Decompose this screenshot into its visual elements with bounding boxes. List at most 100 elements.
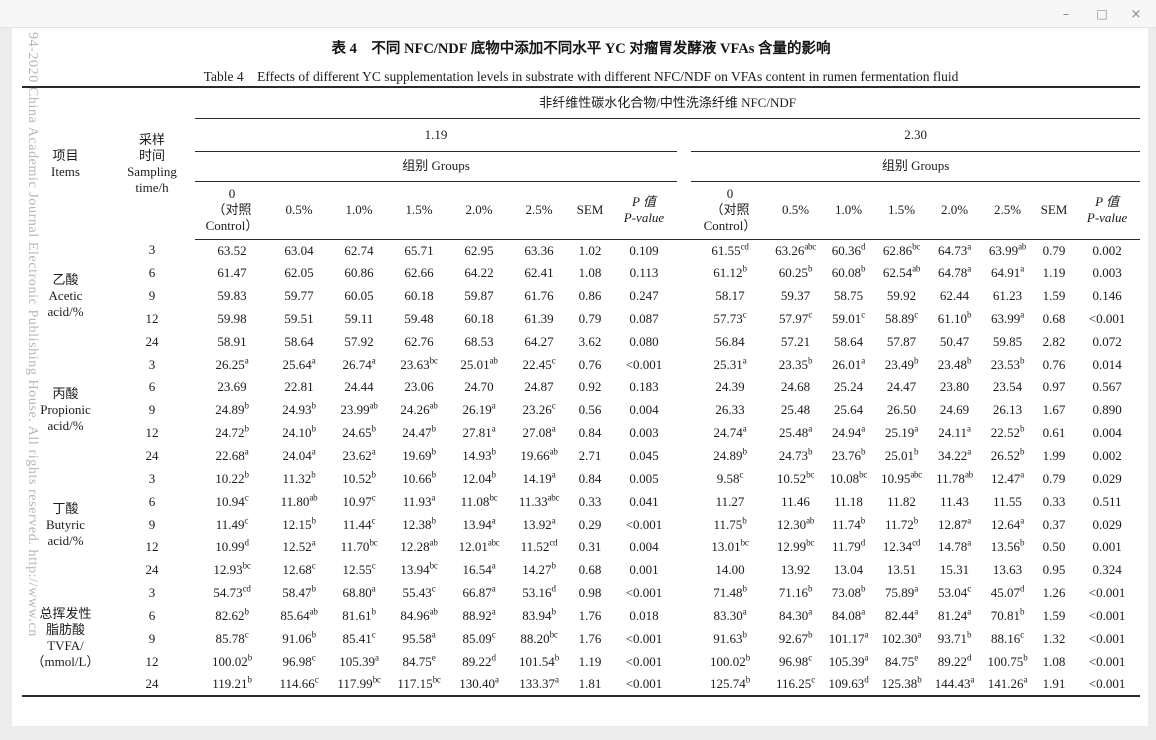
- table-row: 6 61.47 62.05 60.86 62.66 64.22 62.41 1.08 0.113…: [22, 262, 1140, 285]
- sampling-time-cell: 3: [148, 356, 156, 372]
- value-cell: 25.48: [780, 402, 811, 418]
- value-cell: 24.39: [715, 379, 745, 395]
- value-cell: 9.58c: [716, 469, 744, 486]
- table-row: 12 10.99d 12.52a 11.70bc 12.28ab 12.01abc 11.5…: [22, 536, 1140, 559]
- value-cell: 0.087: [629, 310, 659, 326]
- value-cell: 0.567: [1092, 379, 1122, 395]
- value-cell: 88.16c: [991, 629, 1024, 646]
- value-cell: 11.33abc: [518, 492, 560, 509]
- value-cell: 11.49c: [215, 515, 249, 532]
- value-cell: 11.79d: [832, 538, 865, 555]
- value-cell: 10.52bc: [776, 469, 815, 486]
- value-cell: 12.30ab: [776, 515, 815, 532]
- value-cell: 62.54ab: [882, 263, 921, 281]
- value-cell: 57.87: [886, 333, 917, 349]
- spacer-cell: [677, 399, 691, 422]
- column-header: 0 （对照 Control）: [195, 181, 269, 240]
- sampling-time-cell: 6: [148, 265, 156, 281]
- vfa-table: 项目 Items 采样 时间 Sampling time/h 非纤维性碳水化合物/中性洗涤纤…: [22, 86, 1141, 697]
- value-cell: 12.64a: [991, 515, 1024, 532]
- value-cell: 64.22: [464, 265, 494, 281]
- value-cell: 14.27b: [522, 560, 556, 578]
- value-cell: 25.19a: [885, 423, 918, 441]
- value-cell: 0.31: [578, 539, 602, 555]
- value-cell: 65.71: [404, 242, 434, 258]
- value-cell: 64.78a: [938, 263, 971, 281]
- sampling-time-cell: 24: [145, 562, 159, 578]
- value-cell: 144.43a: [934, 674, 975, 691]
- value-cell: 0.68: [1042, 310, 1066, 326]
- spacer-cell: [677, 422, 691, 445]
- value-cell: 59.48: [404, 310, 434, 326]
- value-cell: 0.018: [629, 607, 659, 623]
- value-cell: 59.92: [886, 288, 917, 304]
- value-cell: 24.04a: [282, 446, 316, 464]
- value-cell: 12.01abc: [458, 538, 500, 555]
- value-cell: 1.02: [578, 242, 602, 258]
- value-cell: 0.61: [1042, 425, 1066, 441]
- spacer-cell: [677, 513, 691, 536]
- minimize-button[interactable]: –: [1048, 0, 1084, 28]
- item-label-cell: 总挥发性 脂肪酸 TVFA/（mmol/L）: [31, 606, 100, 670]
- value-cell: 10.08bc: [829, 469, 868, 486]
- value-cell: 14.19a: [522, 469, 556, 486]
- value-cell: 109.63d: [828, 674, 869, 691]
- sampling-time-cell: 3: [148, 585, 156, 601]
- spacer-cell: [677, 445, 691, 468]
- column-header: 1.0%: [822, 181, 875, 240]
- value-cell: 25.64a: [282, 355, 316, 372]
- column-header: 2.5%: [981, 181, 1034, 240]
- value-cell: 24.89b: [713, 446, 747, 464]
- value-cell: 23.69: [217, 379, 247, 395]
- table-row: 24 22.68a 24.04a 23.62a 19.69b 14.93b 19.66ab 2…: [22, 445, 1140, 468]
- value-cell: 0.79: [1042, 470, 1066, 486]
- value-cell: 62.41: [524, 265, 554, 281]
- value-cell: 24.73b: [778, 446, 813, 464]
- value-cell: 13.94bc: [400, 560, 438, 578]
- value-cell: 1.91: [1042, 675, 1066, 691]
- value-cell: 53.04c: [938, 583, 971, 601]
- value-cell: 0.33: [1042, 493, 1066, 509]
- value-cell: 58.17: [715, 288, 745, 304]
- column-header: 0 （对照 Control）: [691, 181, 769, 240]
- value-cell: 23.53b: [990, 355, 1025, 372]
- groups-header: 组别 Groups: [691, 151, 1141, 182]
- value-cell: 133.37a: [519, 674, 559, 691]
- maximize-button[interactable]: □: [1084, 0, 1120, 28]
- value-cell: 13.04: [833, 562, 864, 578]
- value-cell: 11.80ab: [280, 492, 318, 509]
- column-header: 2.5%: [509, 181, 569, 240]
- value-cell: 88.92a: [462, 606, 496, 623]
- sampling-time-cell: 9: [148, 402, 156, 418]
- value-cell: 24.65b: [342, 423, 376, 441]
- spacer-cell: [677, 650, 691, 673]
- value-cell: 2.82: [1042, 333, 1066, 349]
- value-cell: 23.54: [992, 379, 1023, 395]
- value-cell: 62.86bc: [882, 241, 921, 258]
- value-cell: 0.511: [1092, 493, 1122, 509]
- column-header: 0.5%: [769, 181, 822, 240]
- value-cell: 63.04: [284, 242, 314, 258]
- spacer-cell: [677, 467, 691, 490]
- value-cell: 60.25b: [778, 263, 813, 281]
- value-cell: 89.22d: [462, 652, 496, 669]
- value-cell: 11.44c: [342, 515, 376, 532]
- value-cell: 10.97c: [342, 492, 376, 509]
- value-cell: 11.08bc: [460, 492, 498, 509]
- value-cell: 100.75b: [987, 652, 1028, 669]
- value-cell: 61.55cd: [711, 241, 749, 258]
- value-cell: 19.66ab: [520, 446, 558, 464]
- value-cell: 0.324: [1092, 562, 1122, 578]
- value-cell: 10.52b: [342, 469, 376, 486]
- value-cell: 14.00: [715, 562, 745, 578]
- value-cell: 11.75b: [713, 515, 747, 532]
- value-cell: 0.003: [629, 425, 659, 441]
- close-button[interactable]: ×: [1118, 0, 1154, 28]
- spacer-cell: [677, 239, 691, 262]
- value-cell: 0.247: [629, 288, 659, 304]
- value-cell: 60.05: [344, 288, 374, 304]
- value-cell: 26.19a: [462, 401, 496, 418]
- value-cell: 59.87: [464, 288, 494, 304]
- value-cell: 23.26c: [522, 401, 556, 418]
